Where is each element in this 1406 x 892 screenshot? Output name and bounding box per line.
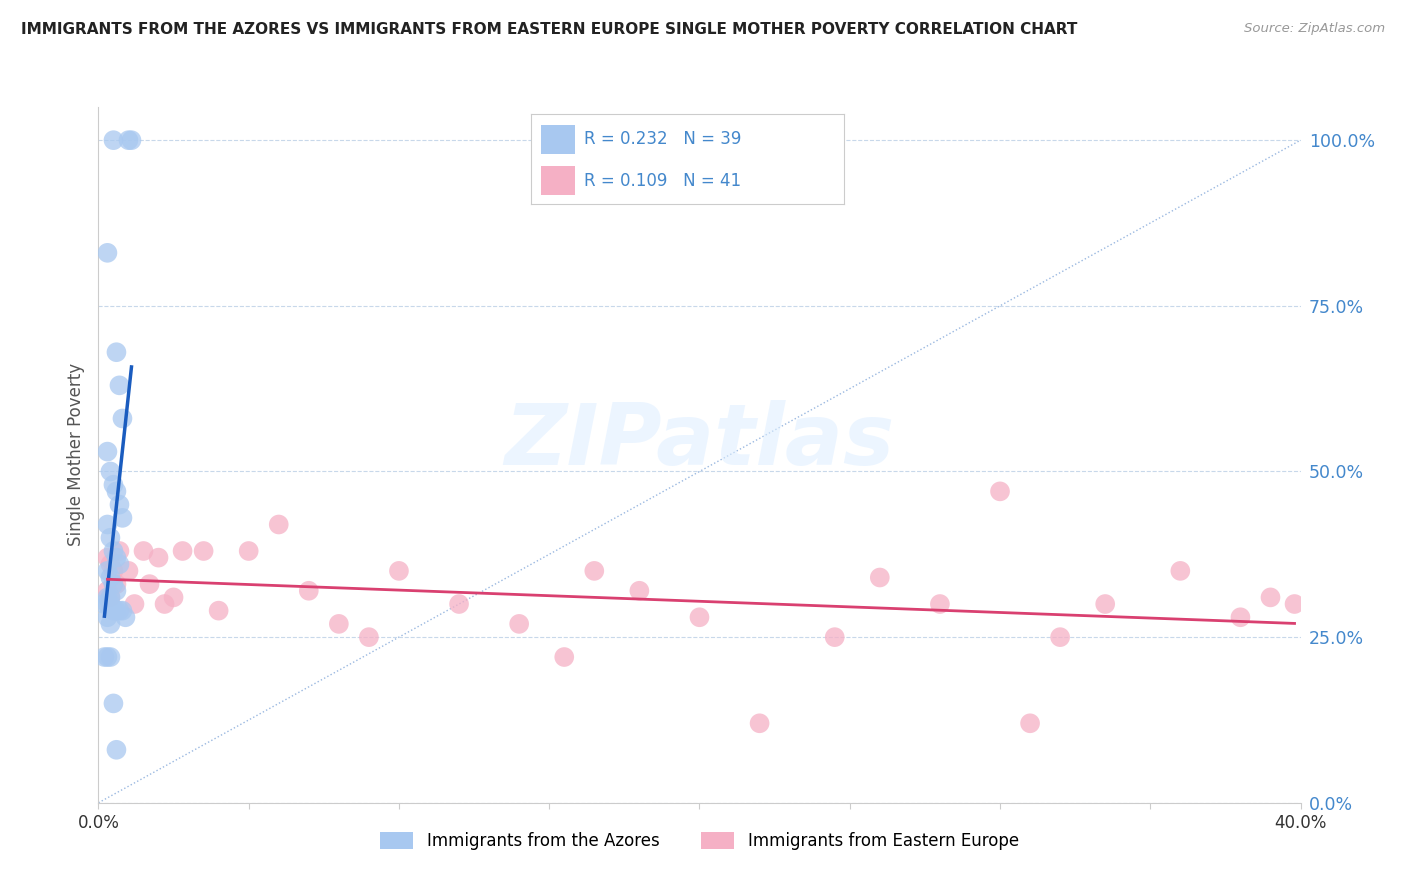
Point — [105, 484, 128, 499]
Point — [111, 604, 134, 618]
Point — [108, 378, 131, 392]
Point — [688, 610, 710, 624]
Point — [100, 531, 122, 545]
Point — [193, 544, 215, 558]
Point — [124, 597, 146, 611]
Point — [103, 697, 125, 711]
Point — [105, 577, 128, 591]
Point — [111, 511, 134, 525]
Point — [1019, 716, 1042, 731]
Point — [105, 583, 128, 598]
Point — [267, 517, 290, 532]
Point — [1229, 610, 1251, 624]
Point — [103, 564, 125, 578]
Point — [96, 550, 118, 565]
Legend: Immigrants from the Azores, Immigrants from Eastern Europe: Immigrants from the Azores, Immigrants f… — [374, 826, 1025, 857]
Point — [108, 498, 131, 512]
Point — [103, 133, 125, 147]
Point — [1094, 597, 1116, 611]
Point — [121, 133, 143, 147]
Point — [148, 550, 170, 565]
Point — [1260, 591, 1282, 605]
Point — [328, 616, 350, 631]
Point — [103, 604, 125, 618]
Point — [93, 597, 115, 611]
Point — [96, 591, 118, 605]
Text: ZIPatlas: ZIPatlas — [505, 400, 894, 483]
Point — [100, 465, 122, 479]
Point — [553, 650, 575, 665]
Point — [1284, 597, 1306, 611]
Point — [869, 570, 891, 584]
Point — [100, 650, 122, 665]
Point — [162, 591, 184, 605]
Point — [96, 583, 118, 598]
Point — [103, 544, 125, 558]
Point — [298, 583, 321, 598]
Point — [96, 245, 118, 260]
Point — [172, 544, 194, 558]
Point — [108, 544, 131, 558]
Point — [100, 616, 122, 631]
Text: Source: ZipAtlas.com: Source: ZipAtlas.com — [1244, 22, 1385, 36]
Point — [117, 133, 139, 147]
Point — [208, 604, 231, 618]
Point — [508, 616, 530, 631]
Point — [96, 444, 118, 458]
Point — [105, 743, 128, 757]
Point — [96, 564, 118, 578]
Point — [105, 345, 128, 359]
Point — [153, 597, 176, 611]
Point — [988, 484, 1011, 499]
Point — [108, 604, 131, 618]
Point — [108, 558, 131, 572]
Y-axis label: Single Mother Poverty: Single Mother Poverty — [66, 363, 84, 547]
Text: IMMIGRANTS FROM THE AZORES VS IMMIGRANTS FROM EASTERN EUROPE SINGLE MOTHER POVER: IMMIGRANTS FROM THE AZORES VS IMMIGRANTS… — [21, 22, 1077, 37]
Point — [748, 716, 770, 731]
Point — [132, 544, 155, 558]
Point — [1049, 630, 1071, 644]
Point — [628, 583, 651, 598]
Point — [100, 570, 122, 584]
Point — [93, 650, 115, 665]
Point — [96, 610, 118, 624]
Point — [824, 630, 846, 644]
Point — [357, 630, 380, 644]
Point — [96, 650, 118, 665]
Point — [96, 597, 118, 611]
Point — [105, 604, 128, 618]
Point — [103, 577, 125, 591]
Point — [100, 597, 122, 611]
Point — [100, 591, 122, 605]
Point — [100, 558, 122, 572]
Point — [96, 517, 118, 532]
Point — [447, 597, 470, 611]
Point — [583, 564, 606, 578]
Point — [929, 597, 952, 611]
Point — [238, 544, 260, 558]
Point — [388, 564, 411, 578]
Point — [111, 411, 134, 425]
Point — [100, 591, 122, 605]
Point — [138, 577, 160, 591]
Point — [103, 477, 125, 491]
Point — [114, 610, 136, 624]
Point — [117, 564, 139, 578]
Point — [1170, 564, 1192, 578]
Point — [105, 550, 128, 565]
